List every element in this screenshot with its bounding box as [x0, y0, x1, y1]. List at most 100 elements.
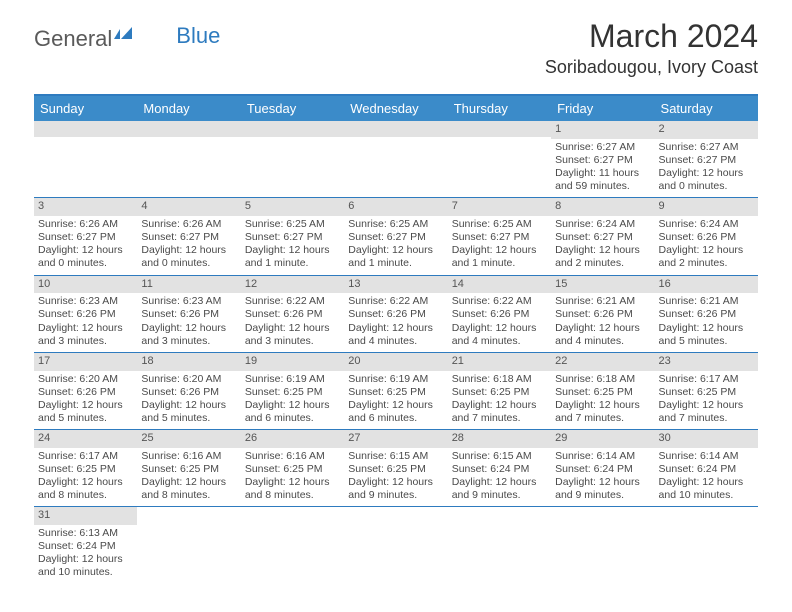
daylight-text: Daylight: 12 hours and 7 minutes.	[555, 399, 650, 425]
sunrise-text: Sunrise: 6:24 AM	[659, 218, 754, 231]
day-body: Sunrise: 6:24 AMSunset: 6:27 PMDaylight:…	[551, 216, 654, 275]
calendar-week-row: 31Sunrise: 6:13 AMSunset: 6:24 PMDayligh…	[34, 507, 758, 583]
day-number	[344, 507, 447, 523]
day-number: 26	[241, 430, 344, 448]
day-body: Sunrise: 6:22 AMSunset: 6:26 PMDaylight:…	[241, 293, 344, 352]
sunset-text: Sunset: 6:26 PM	[659, 308, 754, 321]
day-number: 14	[448, 276, 551, 294]
day-body	[344, 523, 447, 529]
daylight-text: Daylight: 12 hours and 4 minutes.	[348, 322, 443, 348]
day-body	[137, 137, 240, 143]
day-body: Sunrise: 6:15 AMSunset: 6:25 PMDaylight:…	[344, 448, 447, 507]
calendar-week-row: 10Sunrise: 6:23 AMSunset: 6:26 PMDayligh…	[34, 276, 758, 353]
day-body: Sunrise: 6:21 AMSunset: 6:26 PMDaylight:…	[655, 293, 758, 352]
day-header: Tuesday	[241, 96, 344, 121]
calendar-cell: 29Sunrise: 6:14 AMSunset: 6:24 PMDayligh…	[551, 430, 654, 506]
calendar-cell: 21Sunrise: 6:18 AMSunset: 6:25 PMDayligh…	[448, 353, 551, 429]
day-body: Sunrise: 6:14 AMSunset: 6:24 PMDaylight:…	[551, 448, 654, 507]
day-number	[448, 121, 551, 137]
day-number	[137, 121, 240, 137]
sunset-text: Sunset: 6:26 PM	[38, 386, 133, 399]
sunrise-text: Sunrise: 6:18 AM	[555, 373, 650, 386]
day-number: 6	[344, 198, 447, 216]
page-title: March 2024	[545, 18, 758, 55]
daylight-text: Daylight: 12 hours and 9 minutes.	[452, 476, 547, 502]
sunset-text: Sunset: 6:24 PM	[38, 540, 133, 553]
daylight-text: Daylight: 12 hours and 3 minutes.	[38, 322, 133, 348]
calendar-cell: 17Sunrise: 6:20 AMSunset: 6:26 PMDayligh…	[34, 353, 137, 429]
day-body	[34, 137, 137, 143]
day-body: Sunrise: 6:23 AMSunset: 6:26 PMDaylight:…	[137, 293, 240, 352]
day-number: 2	[655, 121, 758, 139]
day-number: 7	[448, 198, 551, 216]
day-number: 18	[137, 353, 240, 371]
sunset-text: Sunset: 6:26 PM	[659, 231, 754, 244]
calendar-cell: 9Sunrise: 6:24 AMSunset: 6:26 PMDaylight…	[655, 198, 758, 274]
calendar-cell: 14Sunrise: 6:22 AMSunset: 6:26 PMDayligh…	[448, 276, 551, 352]
day-body: Sunrise: 6:22 AMSunset: 6:26 PMDaylight:…	[448, 293, 551, 352]
sunrise-text: Sunrise: 6:14 AM	[659, 450, 754, 463]
calendar-cell	[34, 121, 137, 197]
day-number: 5	[241, 198, 344, 216]
day-body: Sunrise: 6:23 AMSunset: 6:26 PMDaylight:…	[34, 293, 137, 352]
calendar-cell: 22Sunrise: 6:18 AMSunset: 6:25 PMDayligh…	[551, 353, 654, 429]
sunset-text: Sunset: 6:27 PM	[38, 231, 133, 244]
sunrise-text: Sunrise: 6:18 AM	[452, 373, 547, 386]
calendar-cell	[344, 507, 447, 583]
sunrise-text: Sunrise: 6:22 AM	[452, 295, 547, 308]
day-body	[241, 137, 344, 143]
day-number: 1	[551, 121, 654, 139]
day-number: 17	[34, 353, 137, 371]
day-header: Sunday	[34, 96, 137, 121]
calendar-cell: 13Sunrise: 6:22 AMSunset: 6:26 PMDayligh…	[344, 276, 447, 352]
sunset-text: Sunset: 6:26 PM	[245, 308, 340, 321]
day-body: Sunrise: 6:24 AMSunset: 6:26 PMDaylight:…	[655, 216, 758, 275]
sunset-text: Sunset: 6:25 PM	[555, 386, 650, 399]
calendar-cell	[241, 121, 344, 197]
day-header: Saturday	[655, 96, 758, 121]
day-number: 31	[34, 507, 137, 525]
day-body: Sunrise: 6:25 AMSunset: 6:27 PMDaylight:…	[344, 216, 447, 275]
day-body	[344, 137, 447, 143]
calendar-week-row: 24Sunrise: 6:17 AMSunset: 6:25 PMDayligh…	[34, 430, 758, 507]
day-body: Sunrise: 6:18 AMSunset: 6:25 PMDaylight:…	[551, 371, 654, 430]
sunset-text: Sunset: 6:25 PM	[141, 463, 236, 476]
calendar-cell: 25Sunrise: 6:16 AMSunset: 6:25 PMDayligh…	[137, 430, 240, 506]
day-number: 30	[655, 430, 758, 448]
sunrise-text: Sunrise: 6:17 AM	[38, 450, 133, 463]
day-header: Thursday	[448, 96, 551, 121]
sunset-text: Sunset: 6:25 PM	[245, 386, 340, 399]
day-body: Sunrise: 6:19 AMSunset: 6:25 PMDaylight:…	[344, 371, 447, 430]
day-body: Sunrise: 6:14 AMSunset: 6:24 PMDaylight:…	[655, 448, 758, 507]
day-number	[344, 121, 447, 137]
title-block: March 2024 Soribadougou, Ivory Coast	[545, 18, 758, 78]
day-number: 13	[344, 276, 447, 294]
sunset-text: Sunset: 6:26 PM	[555, 308, 650, 321]
day-body: Sunrise: 6:13 AMSunset: 6:24 PMDaylight:…	[34, 525, 137, 584]
day-number: 16	[655, 276, 758, 294]
day-body	[655, 523, 758, 529]
day-number: 20	[344, 353, 447, 371]
calendar-cell	[137, 507, 240, 583]
sunset-text: Sunset: 6:27 PM	[348, 231, 443, 244]
calendar-cell: 10Sunrise: 6:23 AMSunset: 6:26 PMDayligh…	[34, 276, 137, 352]
calendar-week-row: 1Sunrise: 6:27 AMSunset: 6:27 PMDaylight…	[34, 121, 758, 198]
sunset-text: Sunset: 6:25 PM	[245, 463, 340, 476]
sunrise-text: Sunrise: 6:19 AM	[245, 373, 340, 386]
calendar-cell	[137, 121, 240, 197]
day-body: Sunrise: 6:26 AMSunset: 6:27 PMDaylight:…	[137, 216, 240, 275]
daylight-text: Daylight: 12 hours and 5 minutes.	[141, 399, 236, 425]
calendar-cell	[655, 507, 758, 583]
day-body: Sunrise: 6:15 AMSunset: 6:24 PMDaylight:…	[448, 448, 551, 507]
day-body: Sunrise: 6:27 AMSunset: 6:27 PMDaylight:…	[551, 139, 654, 198]
daylight-text: Daylight: 12 hours and 0 minutes.	[38, 244, 133, 270]
sunrise-text: Sunrise: 6:22 AM	[348, 295, 443, 308]
daylight-text: Daylight: 12 hours and 7 minutes.	[659, 399, 754, 425]
calendar-cell: 11Sunrise: 6:23 AMSunset: 6:26 PMDayligh…	[137, 276, 240, 352]
day-body: Sunrise: 6:20 AMSunset: 6:26 PMDaylight:…	[137, 371, 240, 430]
calendar-cell: 18Sunrise: 6:20 AMSunset: 6:26 PMDayligh…	[137, 353, 240, 429]
sunrise-text: Sunrise: 6:16 AM	[141, 450, 236, 463]
day-number: 4	[137, 198, 240, 216]
sunrise-text: Sunrise: 6:27 AM	[659, 141, 754, 154]
day-body: Sunrise: 6:21 AMSunset: 6:26 PMDaylight:…	[551, 293, 654, 352]
